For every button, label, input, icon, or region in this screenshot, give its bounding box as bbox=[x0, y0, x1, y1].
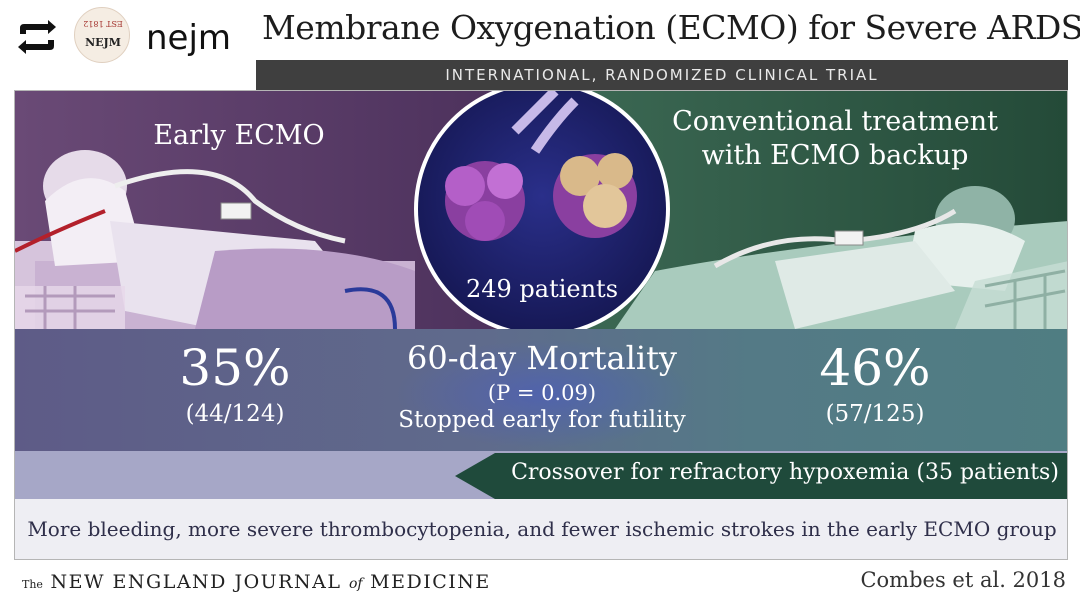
trial-illustration: 249 patients bbox=[15, 91, 1067, 329]
citation: Combes et al. 2018 bbox=[860, 568, 1066, 592]
journal-the: The bbox=[22, 578, 43, 591]
conventional-label: Conventional treatment with ECMO backup bbox=[655, 105, 1015, 173]
journal-name-part1: NEW ENGLAND JOURNAL bbox=[50, 571, 342, 593]
early-ecmo-mortality-count: (44/124) bbox=[185, 401, 285, 427]
repost-header: EST 1812 NEJM nejm bbox=[0, 0, 256, 76]
patients-label: 249 patients bbox=[466, 275, 618, 303]
early-ecmo-mortality-pct: 35% bbox=[179, 339, 291, 397]
early-ecmo-label: Early ECMO bbox=[153, 120, 325, 151]
p-value: (P = 0.09) bbox=[487, 381, 597, 405]
early-ecmo-patient-figure bbox=[15, 150, 415, 329]
center-glow bbox=[395, 339, 695, 449]
mortality-title: 60-day Mortality bbox=[406, 339, 677, 377]
conventional-label-line1: Conventional treatment bbox=[672, 106, 998, 137]
lung-circle bbox=[414, 91, 670, 329]
crossover-arrow bbox=[455, 453, 1067, 499]
infographic-title: Membrane Oxygenation (ECMO) for Severe A… bbox=[262, 8, 1080, 47]
journal-name: The NEW ENGLAND JOURNAL of MEDICINE bbox=[22, 571, 491, 593]
nejm-logo[interactable]: EST 1812 NEJM bbox=[74, 7, 130, 63]
conventional-mortality-count: (57/125) bbox=[825, 401, 925, 427]
crossover-text: Crossover for refractory hypoxemia (35 p… bbox=[511, 460, 1059, 485]
conventional-mortality-pct: 46% bbox=[819, 339, 931, 397]
alveoli-illustration bbox=[445, 91, 637, 241]
conventional-patient-figure bbox=[615, 186, 1067, 329]
repost-icon[interactable] bbox=[14, 20, 60, 54]
stopped-early-note: Stopped early for futility bbox=[398, 407, 686, 433]
conventional-label-line2: with ECMO backup bbox=[701, 140, 969, 171]
mortality-band: 35% (44/124) 60-day Mortality (P = 0.09)… bbox=[15, 329, 1067, 451]
logo-seal-text: EST 1812 bbox=[83, 19, 123, 28]
journal-name-part2: MEDICINE bbox=[370, 571, 491, 593]
journal-of: of bbox=[348, 576, 363, 592]
adverse-events-box: More bleeding, more severe thrombocytope… bbox=[15, 499, 1067, 559]
logo-text: NEJM bbox=[85, 36, 121, 49]
infographic-panel: 249 patients Early ECMO Conventional tre… bbox=[14, 90, 1068, 560]
account-handle[interactable]: nejm bbox=[146, 18, 232, 58]
adverse-events-note: More bleeding, more severe thrombocytope… bbox=[27, 517, 1057, 541]
trial-type-banner: INTERNATIONAL, RANDOMIZED CLINICAL TRIAL bbox=[256, 60, 1068, 90]
